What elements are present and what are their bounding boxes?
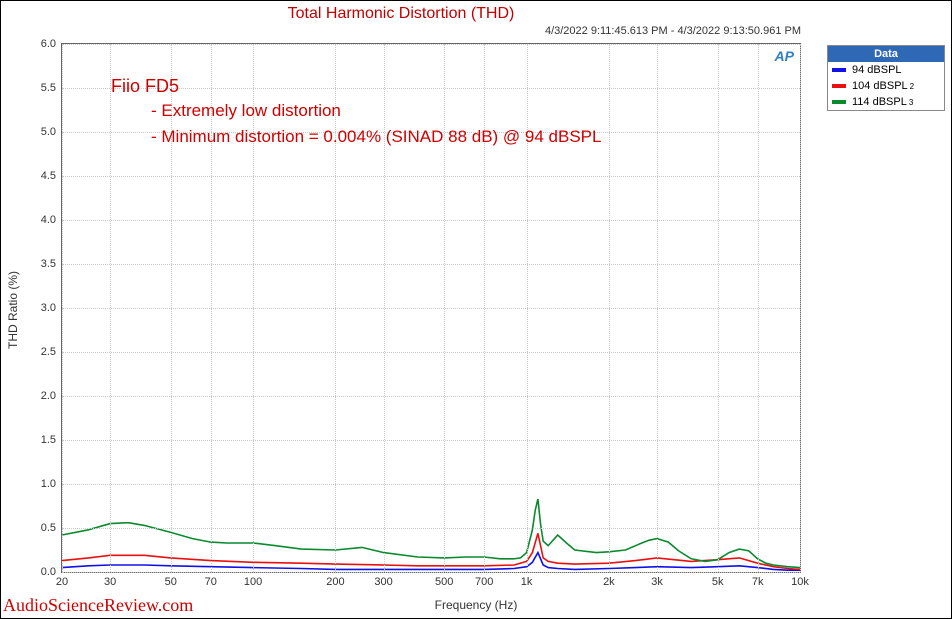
x-tick-label: 20 bbox=[56, 576, 68, 588]
x-tick-label: 70 bbox=[205, 576, 217, 588]
x-tick-label: 200 bbox=[326, 576, 344, 588]
annotation-text: Fiio FD5 bbox=[111, 76, 179, 97]
chart-container: { "title": { "text": "Total Harmonic Dis… bbox=[0, 0, 952, 619]
x-tick-label: 100 bbox=[244, 576, 262, 588]
x-tick-label: 1k bbox=[521, 576, 533, 588]
x-tick-label: 5k bbox=[712, 576, 724, 588]
gridline-v bbox=[718, 44, 719, 572]
gridline-h bbox=[62, 484, 800, 485]
x-tick-label: 700 bbox=[475, 576, 493, 588]
legend-suffix: 3 bbox=[909, 98, 913, 107]
gridline-h bbox=[62, 440, 800, 441]
gridline-v bbox=[484, 44, 485, 572]
timestamp-label: 4/3/2022 9:11:45.613 PM - 4/3/2022 9:13:… bbox=[545, 25, 801, 37]
legend-label: 94 dBSPL bbox=[852, 64, 902, 76]
legend-item: 114 dBSPL 3 bbox=[828, 94, 944, 110]
y-tick-label: 1.5 bbox=[41, 434, 56, 446]
gridline-h bbox=[62, 528, 800, 529]
annotation-text: - Minimum distortion = 0.004% (SINAD 88 … bbox=[151, 127, 601, 147]
legend-item: 94 dBSPL bbox=[828, 62, 944, 78]
x-axis-label: Frequency (Hz) bbox=[435, 598, 518, 612]
gridline-v bbox=[171, 44, 172, 572]
y-tick-label: 4.0 bbox=[41, 214, 56, 226]
legend-header: Data bbox=[828, 46, 944, 62]
x-tick-label: 30 bbox=[104, 576, 116, 588]
gridline-v bbox=[211, 44, 212, 572]
gridline-v bbox=[758, 44, 759, 572]
y-tick-label: 2.5 bbox=[41, 346, 56, 358]
y-tick-label: 4.5 bbox=[41, 170, 56, 182]
gridline-v bbox=[527, 44, 528, 572]
y-tick-label: 0.0 bbox=[41, 566, 56, 578]
gridline-v bbox=[253, 44, 254, 572]
legend-item: 104 dBSPL 2 bbox=[828, 78, 944, 94]
y-tick-label: 3.0 bbox=[41, 302, 56, 314]
y-tick-label: 5.5 bbox=[41, 82, 56, 94]
gridline-h bbox=[62, 264, 800, 265]
chart-title: Total Harmonic Distortion (THD) bbox=[1, 5, 801, 23]
gridline-h bbox=[62, 220, 800, 221]
legend-swatch bbox=[832, 68, 846, 72]
x-tick-label: 500 bbox=[435, 576, 453, 588]
x-tick-label: 50 bbox=[165, 576, 177, 588]
x-tick-label: 3k bbox=[651, 576, 663, 588]
gridline-h bbox=[62, 308, 800, 309]
y-tick-label: 0.5 bbox=[41, 522, 56, 534]
gridline-h bbox=[62, 352, 800, 353]
y-tick-label: 2.0 bbox=[41, 390, 56, 402]
legend-label: 104 dBSPL bbox=[852, 80, 908, 92]
y-tick-label: 6.0 bbox=[41, 38, 56, 50]
gridline-v bbox=[444, 44, 445, 572]
gridline-v bbox=[62, 44, 63, 572]
y-tick-label: 3.5 bbox=[41, 258, 56, 270]
legend-suffix: 2 bbox=[910, 82, 914, 91]
annotation-text: - Extremely low distortion bbox=[151, 101, 341, 121]
y-tick-label: 1.0 bbox=[41, 478, 56, 490]
legend-box: Data 94 dBSPL104 dBSPL 2114 dBSPL 3 bbox=[827, 45, 945, 111]
plot-area: AP 0.00.51.01.52.02.53.03.54.04.55.05.56… bbox=[61, 43, 801, 573]
x-tick-label: 300 bbox=[374, 576, 392, 588]
gridline-v bbox=[800, 44, 801, 572]
x-tick-label: 10k bbox=[791, 576, 809, 588]
x-tick-label: 7k bbox=[752, 576, 764, 588]
gridline-v bbox=[335, 44, 336, 572]
series-line bbox=[62, 533, 800, 569]
gridline-v bbox=[384, 44, 385, 572]
watermark-text: AudioScienceReview.com bbox=[3, 595, 193, 616]
y-tick-label: 5.0 bbox=[41, 126, 56, 138]
gridline-h bbox=[62, 572, 800, 573]
gridline-v bbox=[110, 44, 111, 572]
gridline-h bbox=[62, 396, 800, 397]
legend-swatch bbox=[832, 84, 846, 88]
gridline-v bbox=[657, 44, 658, 572]
y-axis-label: THD Ratio (%) bbox=[6, 270, 20, 348]
legend-swatch bbox=[832, 100, 846, 104]
legend-label: 114 dBSPL bbox=[852, 96, 907, 108]
x-tick-label: 2k bbox=[603, 576, 615, 588]
gridline-h bbox=[62, 176, 800, 177]
gridline-h bbox=[62, 44, 800, 45]
gridline-v bbox=[609, 44, 610, 572]
